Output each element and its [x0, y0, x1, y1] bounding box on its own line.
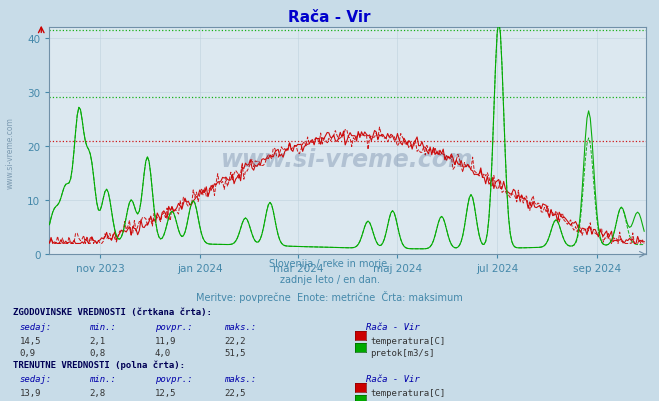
Text: 22,5: 22,5 — [224, 388, 246, 397]
Text: Rača - Vir: Rača - Vir — [288, 10, 371, 25]
Text: www.si-vreme.com: www.si-vreme.com — [221, 148, 474, 172]
Text: maks.:: maks.: — [224, 374, 256, 383]
Text: Rača - Vir: Rača - Vir — [366, 374, 420, 383]
Text: 0,9: 0,9 — [20, 348, 36, 357]
Text: Meritve: povprečne  Enote: metrične  Črta: maksimum: Meritve: povprečne Enote: metrične Črta:… — [196, 291, 463, 303]
Text: povpr.:: povpr.: — [155, 322, 192, 331]
Text: zadnje leto / en dan.: zadnje leto / en dan. — [279, 275, 380, 285]
Text: 11,9: 11,9 — [155, 336, 177, 345]
Text: 22,2: 22,2 — [224, 336, 246, 345]
Text: 45,9: 45,9 — [224, 400, 246, 401]
Text: min.:: min.: — [89, 322, 116, 331]
Text: 12,5: 12,5 — [155, 388, 177, 397]
Text: pretok[m3/s]: pretok[m3/s] — [370, 400, 435, 401]
Text: 0,6: 0,6 — [89, 400, 105, 401]
Text: povpr.:: povpr.: — [155, 374, 192, 383]
Text: 4,2: 4,2 — [155, 400, 171, 401]
Text: 51,5: 51,5 — [224, 348, 246, 357]
Text: 0,8: 0,8 — [89, 348, 105, 357]
Text: www.si-vreme.com: www.si-vreme.com — [5, 117, 14, 188]
Text: 13,9: 13,9 — [20, 388, 42, 397]
Text: 5,5: 5,5 — [20, 400, 36, 401]
Text: 2,8: 2,8 — [89, 388, 105, 397]
Text: min.:: min.: — [89, 374, 116, 383]
Text: ZGODOVINSKE VREDNOSTI (črtkana črta):: ZGODOVINSKE VREDNOSTI (črtkana črta): — [13, 307, 212, 316]
Text: TRENUTNE VREDNOSTI (polna črta):: TRENUTNE VREDNOSTI (polna črta): — [13, 360, 185, 369]
Text: Rača - Vir: Rača - Vir — [366, 322, 420, 331]
Text: temperatura[C]: temperatura[C] — [370, 388, 445, 397]
Text: pretok[m3/s]: pretok[m3/s] — [370, 348, 435, 357]
Text: 2,1: 2,1 — [89, 336, 105, 345]
Text: sedaj:: sedaj: — [20, 374, 52, 383]
Text: temperatura[C]: temperatura[C] — [370, 336, 445, 345]
Text: Slovenija / reke in morje.: Slovenija / reke in morje. — [269, 259, 390, 269]
Text: 14,5: 14,5 — [20, 336, 42, 345]
Text: maks.:: maks.: — [224, 322, 256, 331]
Text: 4,0: 4,0 — [155, 348, 171, 357]
Text: sedaj:: sedaj: — [20, 322, 52, 331]
